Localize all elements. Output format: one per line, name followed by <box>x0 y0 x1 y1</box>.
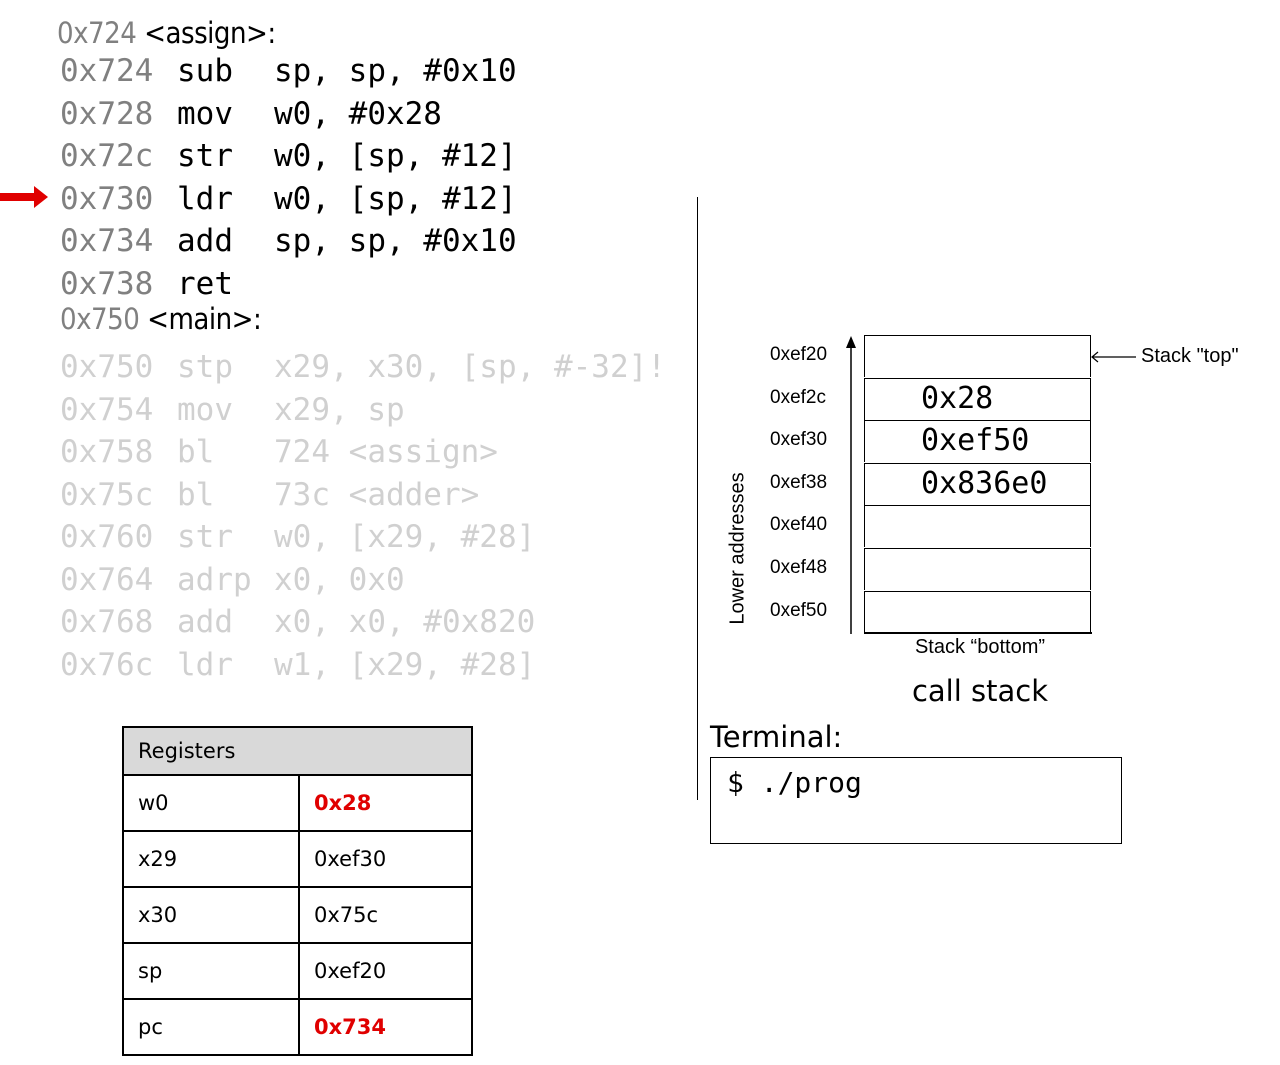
stack-slot: 0xef50 <box>864 420 1091 463</box>
register-name: pc <box>122 998 300 1056</box>
instruction-op: x29, sp <box>274 391 405 428</box>
instruction-op: w0, [x29, #28] <box>274 519 536 555</box>
stack-slot: 0x28 <box>864 377 1091 420</box>
instruction-op: x0, 0x0 <box>274 561 405 598</box>
instruction-mn: str <box>177 138 233 174</box>
instruction-addr: 0x750 <box>60 349 154 385</box>
stack-slot: 0x836e0 <box>864 462 1091 505</box>
stack-slot <box>864 335 1091 377</box>
register-value: 0xef20 <box>298 942 473 1000</box>
instruction-op: x0, x0, #0x820 <box>274 604 536 640</box>
instruction-mn: ret <box>177 265 233 302</box>
stack-address-label: 0xef20 <box>770 344 828 365</box>
instruction-mn: ldr <box>177 646 233 683</box>
current-instruction-arrow-icon <box>0 186 48 208</box>
register-value: 0x28 <box>298 774 473 832</box>
instruction-mn: stp <box>177 349 233 385</box>
divider <box>697 197 698 800</box>
instruction-addr: 0x764 <box>60 561 154 598</box>
register-row: pc 0x734 <box>122 998 473 1056</box>
instruction-mn: mov <box>177 391 233 428</box>
instruction-addr: 0x76c <box>60 646 154 683</box>
stack-slot <box>864 590 1091 633</box>
terminal-label: Terminal: <box>710 720 843 754</box>
instruction-op: x29, x30, [sp, #-32]! <box>274 349 666 385</box>
instruction-addr: 0x760 <box>60 519 154 555</box>
stack-address-label: 0xef30 <box>770 429 828 451</box>
call-stack-caption: call stack <box>911 674 1049 708</box>
instruction-mn: bl <box>177 476 215 513</box>
instruction-op: w1, [x29, #28] <box>274 646 536 683</box>
register-name: sp <box>122 942 300 1000</box>
instruction-addr: 0x75c <box>60 476 154 513</box>
register-value: 0x734 <box>298 998 473 1056</box>
instruction-op: 73c <adder> <box>274 476 480 513</box>
register-name: x29 <box>122 830 300 888</box>
instruction-addr: 0x758 <box>60 434 154 470</box>
instruction-mn: bl <box>177 434 215 470</box>
stack-address-label: 0xef48 <box>770 557 828 578</box>
instruction-mn: mov <box>177 95 233 132</box>
stack-slot-value: 0xef50 <box>921 423 1030 459</box>
instruction-op: w0, [sp, #12] <box>274 138 517 174</box>
instruction-addr: 0x72c <box>60 138 154 174</box>
instruction-mn: adrp <box>177 561 252 598</box>
instruction-addr: 0x768 <box>60 604 154 640</box>
instruction-mn: sub <box>177 53 233 89</box>
register-row: x30 0x75c <box>122 886 473 944</box>
register-name: x30 <box>122 886 300 944</box>
registers-title: Registers <box>122 726 473 776</box>
instruction-addr: 0x738 <box>60 265 154 302</box>
instruction-addr: 0x728 <box>60 95 154 132</box>
stack-slot <box>864 505 1091 548</box>
terminal-content: $ ./prog <box>727 766 862 799</box>
stack-slot <box>864 548 1091 590</box>
stack-bottom-line <box>864 632 1092 634</box>
stack-top-label: Stack "top" <box>1141 345 1239 367</box>
instruction-addr: 0x730 <box>60 180 154 217</box>
lower-addresses-label: Lower addresses <box>726 472 749 625</box>
instruction-op: w0, [sp, #12] <box>274 180 517 217</box>
stack-address-label: 0xef50 <box>770 599 828 621</box>
stack-address-label: 0xef38 <box>770 471 828 493</box>
register-row: x29 0xef30 <box>122 830 473 888</box>
stack-slot-value: 0x28 <box>921 380 994 416</box>
register-value: 0xef30 <box>298 830 473 888</box>
instruction-mn: ldr <box>177 180 233 217</box>
instruction-mn: str <box>177 519 233 555</box>
instruction-mn: add <box>177 223 233 259</box>
instruction-mn: add <box>177 604 233 640</box>
stack-slot-value: 0x836e0 <box>921 465 1048 501</box>
register-name: w0 <box>122 774 300 832</box>
instruction-addr: 0x734 <box>60 223 154 259</box>
instruction-op: w0, #0x28 <box>274 95 442 132</box>
stack-address-label: 0xef40 <box>770 514 828 536</box>
instruction-addr: 0x754 <box>60 391 154 428</box>
assign-header: 0x724 <assign>: <box>57 16 276 50</box>
terminal[interactable]: $ ./prog <box>710 757 1122 844</box>
register-value: 0x75c <box>298 886 473 944</box>
left-arrow-icon <box>1091 351 1136 363</box>
instruction-op: 724 <assign> <box>274 434 498 470</box>
instruction-op: sp, sp, #0x10 <box>274 53 517 89</box>
main-header: 0x750 <main>: <box>60 302 262 336</box>
register-row: sp 0xef20 <box>122 942 473 1000</box>
instruction-op: sp, sp, #0x10 <box>274 223 517 259</box>
up-arrow-icon <box>846 336 856 634</box>
stack-address-label: 0xef2c <box>770 386 826 408</box>
instruction-addr: 0x724 <box>60 53 154 89</box>
stack-bottom-label: Stack “bottom” <box>914 636 1046 658</box>
register-row: w0 0x28 <box>122 774 473 832</box>
registers-table: Registers w0 0x28 x29 0xef30 x30 0x75c sp 0xef2… <box>122 726 473 1056</box>
